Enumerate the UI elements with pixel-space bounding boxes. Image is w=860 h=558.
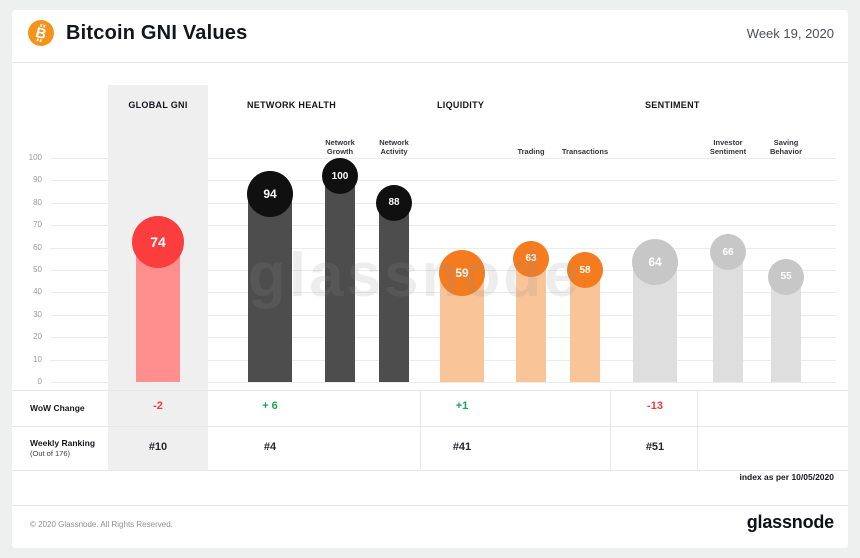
bitcoin-icon: B bbox=[28, 20, 54, 46]
chart-bubble: 58 bbox=[567, 252, 603, 289]
week-label: Week 19, 2020 bbox=[746, 26, 834, 41]
footer-divider bbox=[12, 505, 848, 506]
chart-bubble: 94 bbox=[247, 171, 293, 218]
wow-change-value: +1 bbox=[455, 400, 469, 412]
weekly-ranking-row-label-sub: (Out of 176) bbox=[30, 449, 71, 458]
bar-sublabel: Trading bbox=[517, 147, 545, 157]
y-axis-tick-label: 0 bbox=[37, 377, 42, 386]
y-axis-tick-label: 10 bbox=[33, 354, 42, 364]
y-axis-tick-label: 50 bbox=[33, 265, 42, 274]
chart-bubble: 55 bbox=[768, 258, 804, 295]
group-header-sentiment: SENTIMENT bbox=[645, 100, 700, 110]
bar-sublabel: Network Activity bbox=[379, 137, 409, 157]
weekly-ranking-row-label-main: Weekly Ranking bbox=[30, 438, 96, 448]
chart-bubble: 88 bbox=[376, 184, 412, 221]
y-axis-tick-label: 100 bbox=[28, 153, 42, 162]
wow-change-value: + 6 bbox=[262, 400, 278, 412]
chart-bubble: 100 bbox=[322, 158, 358, 194]
table-line-bottom bbox=[12, 470, 848, 471]
grid-line bbox=[50, 382, 836, 383]
y-axis-tick-label: 30 bbox=[33, 309, 42, 319]
weekly-ranking-value: #10 bbox=[148, 441, 168, 453]
weekly-ranking-value: #51 bbox=[645, 441, 665, 453]
weekly-ranking-value: #41 bbox=[452, 441, 472, 453]
y-axis-tick-label: 20 bbox=[33, 332, 42, 342]
table-divider-sentiment bbox=[610, 390, 611, 470]
index-note: index as per 10/05/2020 bbox=[739, 472, 834, 482]
page-title: Bitcoin GNI Values bbox=[66, 22, 248, 44]
bar-sublabel: Investor Sentiment bbox=[709, 137, 747, 157]
grid-line bbox=[50, 180, 836, 182]
y-axis-tick-label: 90 bbox=[33, 175, 42, 185]
bar-sublabel: Saving Behavior bbox=[769, 137, 803, 157]
wow-change-value: -2 bbox=[153, 400, 163, 412]
chart-bubble: 59 bbox=[439, 249, 485, 296]
chart-bubble: 66 bbox=[710, 234, 746, 271]
wow-change-value: -13 bbox=[647, 400, 663, 412]
header-divider bbox=[12, 62, 848, 63]
y-axis-tick-label: 80 bbox=[33, 197, 42, 207]
group-header-liquidity: LIQUIDITY bbox=[437, 100, 485, 110]
y-axis-tick-label: 60 bbox=[33, 242, 42, 252]
table-divider-right bbox=[697, 390, 698, 470]
chart-bubble: 74 bbox=[132, 216, 184, 269]
weekly-ranking-row-label: Weekly Ranking (Out of 176) bbox=[30, 438, 95, 458]
y-axis-tick-label: 40 bbox=[33, 287, 42, 297]
bitcoin-logo-svg: B bbox=[28, 20, 54, 46]
chart-bubble: 63 bbox=[513, 240, 549, 277]
copyright-text: © 2020 Glassnode. All Rights Reserved. bbox=[30, 520, 173, 529]
grid-line bbox=[50, 158, 836, 159]
chart-bubble: 64 bbox=[632, 238, 678, 285]
grid-line bbox=[50, 225, 836, 227]
y-axis-tick-label: 70 bbox=[33, 220, 42, 230]
weekly-ranking-value: #4 bbox=[263, 441, 277, 453]
chart-bar bbox=[325, 158, 355, 382]
bar-sublabel: Network Growth bbox=[325, 137, 355, 157]
bitcoin-circle bbox=[28, 20, 54, 46]
table-divider-liquidity bbox=[420, 390, 421, 470]
svg-text:B: B bbox=[34, 25, 48, 43]
table-line-middle bbox=[12, 426, 848, 427]
grid-line bbox=[50, 202, 836, 204]
grid-line bbox=[50, 247, 836, 249]
group-header-global-gni: GLOBAL GNI bbox=[128, 100, 188, 110]
glassnode-wordmark: glassnode bbox=[746, 512, 834, 532]
table-line-top bbox=[12, 390, 848, 391]
group-header-network-health: NETWORK HEALTH bbox=[247, 100, 337, 110]
wow-change-row-label: WoW Change bbox=[30, 403, 85, 413]
bar-sublabel: Transactions bbox=[561, 147, 609, 157]
